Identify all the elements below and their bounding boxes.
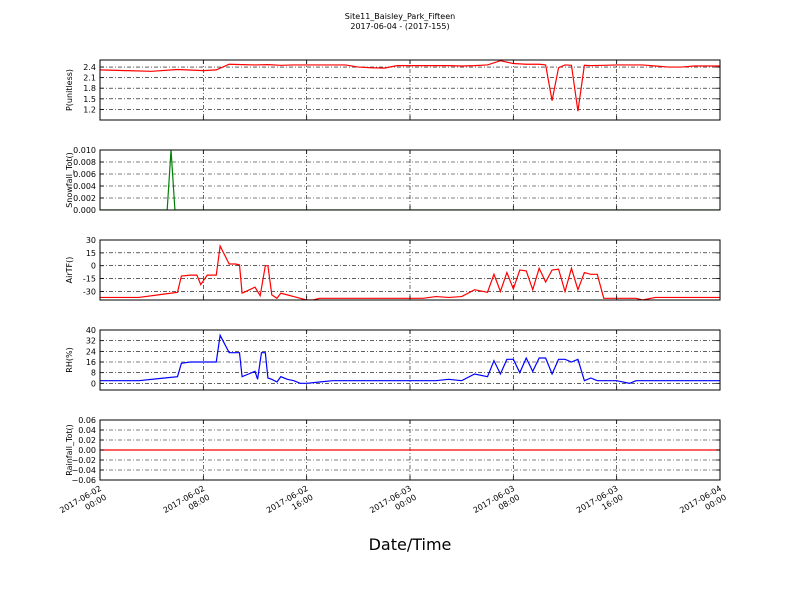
y-tick-label: 0.00 [78, 446, 96, 455]
y-tick-label: 1.5 [83, 95, 96, 104]
y-tick-label: 30 [86, 236, 96, 245]
panel-4: 0.060.040.020.00−0.02−0.04−0.06Rainfall_… [65, 416, 721, 485]
x-tick-label: 2017-06-0200:00 [58, 484, 108, 524]
y-tick-label: 0.04 [78, 426, 96, 435]
panels-group: 2.42.11.81.51.2P(unitless)0.0100.0080.00… [65, 59, 721, 485]
y-tick-label: 0.02 [78, 436, 96, 445]
y-tick-label: −0.06 [71, 476, 96, 485]
x-axis-label: Date/Time [369, 535, 452, 554]
y-axis-label: P(unitless) [65, 69, 74, 111]
y-tick-label: 8 [91, 369, 96, 378]
y-tick-label: 40 [86, 326, 96, 335]
series-line-0-0 [100, 60, 720, 112]
series-line-3-0 [100, 333, 720, 384]
x-tick-label: 2017-06-0400:00 [678, 484, 728, 524]
y-tick-label: 1.8 [83, 84, 96, 93]
y-tick-label: −0.02 [71, 456, 96, 465]
y-tick-label: 32 [86, 337, 96, 346]
y-tick-label: 2.4 [83, 63, 96, 72]
y-tick-label: 0.06 [78, 416, 96, 425]
y-tick-label: -30 [83, 287, 96, 296]
y-axis-label: RH(%) [65, 347, 74, 372]
y-tick-label: 0 [91, 379, 96, 388]
chart-title: Site11_Baisley_Park_Fifteen [345, 12, 455, 21]
x-tick-labels: 2017-06-0200:00 2017-06-0208:00 2017-06-02… [58, 484, 728, 524]
panel-2: 30 15 0 -15 -30 AirTF() [65, 236, 721, 301]
y-tick-label: 0.002 [73, 194, 96, 203]
y-tick-label: 0.000 [73, 206, 96, 215]
y-tick-label: 0.004 [73, 182, 96, 191]
x-tick-label: 2017-06-0216:00 [265, 484, 315, 524]
x-tick-label: 2017-06-0308:00 [472, 484, 522, 524]
x-tick-label: 2017-06-0316:00 [575, 484, 625, 524]
x-tick-label: 2017-06-0300:00 [368, 484, 418, 524]
panel-1: 0.010 0.008 0.006 0.004 0.002 0.000Snowfall_T… [65, 146, 721, 215]
y-tick-label: −0.04 [71, 466, 96, 475]
y-tick-label: 24 [86, 347, 96, 356]
y-axis-label: Snowfall_Tot() [65, 152, 74, 208]
panel-0: 2.4 2.11.8 1.51.2 P(unitless) [65, 59, 721, 121]
y-tick-label: -15 [83, 275, 96, 284]
y-tick-label: 0.006 [73, 170, 96, 179]
y-tick-label: 0 [91, 262, 96, 271]
chart-subtitle: 2017-06-04 - (2017-155) [350, 22, 449, 31]
y-axis-label: AirTF() [65, 257, 74, 284]
y-tick-label: 16 [86, 358, 96, 367]
y-tick-label: 2.1 [83, 74, 96, 83]
y-tick-label: 0.010 [73, 146, 96, 155]
y-tick-label: 0.008 [73, 158, 96, 167]
y-tick-label: 15 [86, 249, 96, 258]
y-tick-label: 1.2 [83, 105, 96, 114]
series-line-2-0 [100, 243, 720, 300]
y-axis-label: Rainfall_Tot() [65, 424, 74, 476]
x-tick-label: 2017-06-0208:00 [162, 484, 212, 524]
